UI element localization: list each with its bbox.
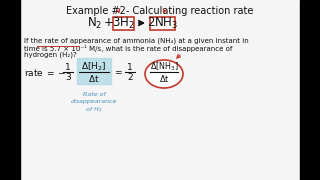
Text: 2: 2 bbox=[127, 73, 133, 82]
Text: 1: 1 bbox=[65, 64, 71, 73]
Bar bbox=[0, 0, 20, 180]
Ellipse shape bbox=[145, 60, 183, 88]
Text: +: + bbox=[104, 17, 114, 30]
Text: $\Delta$[NH$_3$]: $\Delta$[NH$_3$] bbox=[150, 61, 178, 73]
Text: rate $= -$: rate $= -$ bbox=[24, 68, 67, 78]
Text: 1: 1 bbox=[127, 64, 133, 73]
Text: Example #2- Calculating reaction rate: Example #2- Calculating reaction rate bbox=[66, 6, 254, 16]
Text: 2NH$_3$: 2NH$_3$ bbox=[147, 15, 178, 31]
Text: 3H$_2$: 3H$_2$ bbox=[112, 15, 135, 31]
Text: time is 5.7 × 10⁻¹ M/s, what is the rate of disappearance of: time is 5.7 × 10⁻¹ M/s, what is the rate… bbox=[24, 44, 232, 51]
Bar bbox=[300, 0, 320, 180]
Text: 3: 3 bbox=[65, 73, 71, 82]
Text: $\Delta$t: $\Delta$t bbox=[88, 73, 100, 84]
Text: If the rate of appearance of ammonia (NH₄) at a given instant in: If the rate of appearance of ammonia (NH… bbox=[24, 37, 249, 44]
Bar bbox=[20, 0, 300, 180]
FancyBboxPatch shape bbox=[150, 17, 175, 30]
Text: Rate of
disappearance
of H₂: Rate of disappearance of H₂ bbox=[71, 92, 117, 112]
Bar bbox=[77, 58, 111, 84]
Text: $\Delta$t: $\Delta$t bbox=[159, 73, 169, 84]
Text: $\Delta$[H$_2$]: $\Delta$[H$_2$] bbox=[81, 61, 107, 73]
Text: N$_2$: N$_2$ bbox=[87, 15, 103, 31]
Text: hydrogen (H₂)?: hydrogen (H₂)? bbox=[24, 52, 77, 58]
FancyBboxPatch shape bbox=[113, 17, 134, 30]
Text: =: = bbox=[114, 69, 122, 78]
